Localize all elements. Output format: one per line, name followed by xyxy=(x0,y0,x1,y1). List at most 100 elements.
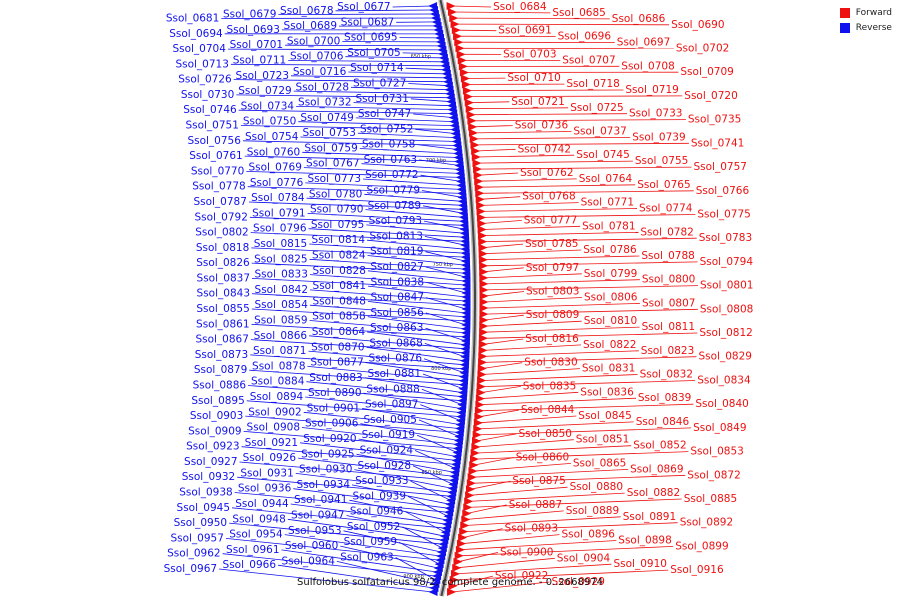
gene-label[interactable]: Ssol_0756 xyxy=(187,135,241,147)
gene-label[interactable]: Ssol_0704 xyxy=(172,43,226,55)
gene-label[interactable]: Ssol_0926 xyxy=(243,452,297,464)
gene-label[interactable]: Ssol_0751 xyxy=(185,120,238,132)
gene-label[interactable]: Ssol_0801 xyxy=(700,280,753,292)
gene-label[interactable]: Ssol_0718 xyxy=(566,78,619,90)
gene-label[interactable]: Ssol_0705 xyxy=(347,47,400,59)
gene-label[interactable]: Ssol_0802 xyxy=(195,227,248,239)
gene-label[interactable]: Ssol_0735 xyxy=(688,114,741,126)
gene-label[interactable]: Ssol_0827 xyxy=(370,261,423,273)
gene-label[interactable]: Ssol_0892 xyxy=(680,517,733,529)
gene-label[interactable]: Ssol_0890 xyxy=(308,387,361,399)
gene-label[interactable]: Ssol_0784 xyxy=(251,192,305,204)
gene-label[interactable]: Ssol_0745 xyxy=(576,149,629,161)
gene-label[interactable]: Ssol_0733 xyxy=(629,108,682,120)
gene-label[interactable]: Ssol_0900 xyxy=(500,546,553,558)
gene-label[interactable]: Ssol_0887 xyxy=(509,499,562,511)
gene-label[interactable]: Ssol_0846 xyxy=(636,416,690,428)
gene-label[interactable]: Ssol_0852 xyxy=(633,440,686,452)
gene-label[interactable]: Ssol_0684 xyxy=(493,1,547,13)
gene-label[interactable]: Ssol_0754 xyxy=(245,131,299,143)
gene-label[interactable]: Ssol_0889 xyxy=(566,505,619,517)
gene-label[interactable]: Ssol_0837 xyxy=(197,272,250,284)
gene-label[interactable]: Ssol_0859 xyxy=(254,315,307,327)
gene-label[interactable]: Ssol_0788 xyxy=(641,250,694,262)
gene-label[interactable]: Ssol_0816 xyxy=(525,333,579,345)
gene-label[interactable]: Ssol_0932 xyxy=(182,471,235,483)
gene-label[interactable]: Ssol_0842 xyxy=(255,284,308,296)
gene-label[interactable]: Ssol_0810 xyxy=(584,315,637,327)
gene-label[interactable]: Ssol_0866 xyxy=(254,330,308,342)
gene-label[interactable]: Ssol_0844 xyxy=(521,404,575,416)
gene-label[interactable]: Ssol_0847 xyxy=(371,292,424,304)
gene-label[interactable]: Ssol_0762 xyxy=(520,167,573,179)
gene-label[interactable]: Ssol_0716 xyxy=(293,66,347,78)
gene-label[interactable]: Ssol_0719 xyxy=(625,84,678,96)
gene-label[interactable]: Ssol_0800 xyxy=(642,274,695,286)
gene-label[interactable]: Ssol_0795 xyxy=(311,219,364,231)
gene-label[interactable]: Ssol_0690 xyxy=(671,19,724,31)
gene-label[interactable]: Ssol_0868 xyxy=(369,337,422,349)
gene-label[interactable]: Ssol_0752 xyxy=(360,123,413,135)
gene-label[interactable]: Ssol_0779 xyxy=(367,185,420,197)
gene-label[interactable]: Ssol_0791 xyxy=(252,207,305,219)
gene-label[interactable]: Ssol_0693 xyxy=(226,24,279,36)
gene-label[interactable]: Ssol_0818 xyxy=(196,242,249,254)
gene-label[interactable]: Ssol_0891 xyxy=(623,511,676,523)
gene-label[interactable]: Ssol_0938 xyxy=(179,487,232,499)
gene-label[interactable]: Ssol_0897 xyxy=(365,399,418,411)
gene-label[interactable]: Ssol_0870 xyxy=(311,341,364,353)
gene-label[interactable]: Ssol_0677 xyxy=(337,1,390,13)
gene-label[interactable]: Ssol_0773 xyxy=(308,173,361,185)
gene-label[interactable]: Ssol_0713 xyxy=(175,58,228,70)
gene-label[interactable]: Ssol_0851 xyxy=(576,434,629,446)
gene-label[interactable]: Ssol_0840 xyxy=(695,398,748,410)
gene-label[interactable]: Ssol_0948 xyxy=(232,513,285,525)
gene-label[interactable]: Ssol_0814 xyxy=(312,234,366,246)
gene-label[interactable]: Ssol_0787 xyxy=(193,196,246,208)
gene-label[interactable]: Ssol_0826 xyxy=(196,257,250,269)
gene-label[interactable]: Ssol_0899 xyxy=(675,540,728,552)
gene-label[interactable]: Ssol_0725 xyxy=(570,102,623,114)
gene-label[interactable]: Ssol_0881 xyxy=(368,368,421,380)
gene-label[interactable]: Ssol_0774 xyxy=(639,203,693,215)
gene-label[interactable]: Ssol_0895 xyxy=(191,395,244,407)
gene-label[interactable]: Ssol_0922 xyxy=(495,570,548,582)
gene-label[interactable]: Ssol_0809 xyxy=(526,309,579,321)
gene-label[interactable]: Ssol_0782 xyxy=(640,226,693,238)
gene-label[interactable]: Ssol_0757 xyxy=(694,161,747,173)
gene-label[interactable]: Ssol_0838 xyxy=(371,276,424,288)
gene-label[interactable]: Ssol_0793 xyxy=(369,215,422,227)
gene-label[interactable]: Ssol_0720 xyxy=(684,90,737,102)
gene-label[interactable]: Ssol_0894 xyxy=(250,391,304,403)
gene-label[interactable]: Ssol_0749 xyxy=(300,112,353,124)
gene-label[interactable]: Ssol_0741 xyxy=(691,137,744,149)
gene-label[interactable]: Ssol_0858 xyxy=(312,311,365,323)
gene-label[interactable]: Ssol_0959 xyxy=(344,536,397,548)
gene-label[interactable]: Ssol_0761 xyxy=(189,150,242,162)
gene-label[interactable]: Ssol_0848 xyxy=(312,295,365,307)
gene-label[interactable]: Ssol_0871 xyxy=(253,345,306,357)
gene-label[interactable]: Ssol_0893 xyxy=(505,523,558,535)
gene-label[interactable]: Ssol_0830 xyxy=(524,357,577,369)
gene-label[interactable]: Ssol_0920 xyxy=(303,433,356,445)
gene-label[interactable]: Ssol_0884 xyxy=(251,376,305,388)
gene-label[interactable]: Ssol_0767 xyxy=(306,158,359,170)
gene-label[interactable]: Ssol_0831 xyxy=(582,363,635,375)
gene-label[interactable]: Ssol_0750 xyxy=(243,116,296,128)
gene-label[interactable]: Ssol_0812 xyxy=(699,327,752,339)
gene-label[interactable]: Ssol_0865 xyxy=(573,457,626,469)
gene-label[interactable]: Ssol_0679 xyxy=(223,9,276,21)
gene-label[interactable]: Ssol_0945 xyxy=(177,502,230,514)
gene-label[interactable]: Ssol_0919 xyxy=(362,429,415,441)
gene-label[interactable]: Ssol_0811 xyxy=(642,321,695,333)
gene-label[interactable]: Ssol_0856 xyxy=(370,307,424,319)
gene-label[interactable]: Ssol_0931 xyxy=(240,467,293,479)
gene-label[interactable]: Ssol_0908 xyxy=(247,422,300,434)
gene-label[interactable]: Ssol_0709 xyxy=(680,66,733,78)
gene-label[interactable]: Ssol_0775 xyxy=(697,209,750,221)
gene-label[interactable]: Ssol_0952 xyxy=(347,521,400,533)
gene-label[interactable]: Ssol_0764 xyxy=(579,173,633,185)
gene-label[interactable]: Ssol_0841 xyxy=(313,280,366,292)
gene-label[interactable]: Ssol_0933 xyxy=(355,475,408,487)
gene-label[interactable]: Ssol_0723 xyxy=(236,70,289,82)
